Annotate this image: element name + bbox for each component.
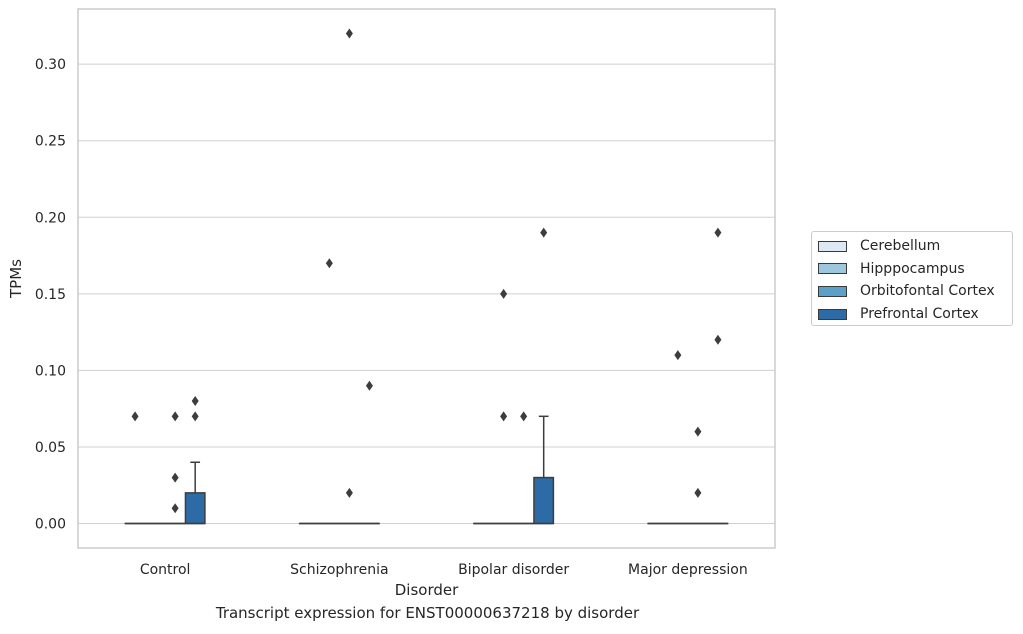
legend-swatch	[818, 263, 847, 275]
outlier-point	[694, 487, 702, 498]
legend-swatch	[818, 285, 847, 297]
y-tick-label: 0.00	[35, 517, 66, 533]
outlier-point	[674, 350, 682, 361]
box	[184, 492, 206, 525]
legend-swatch	[818, 240, 847, 252]
y-tick-label: 0.25	[35, 134, 66, 150]
legend-label: Hipppocampus	[860, 260, 965, 277]
legend-label: Cerebellum	[860, 238, 941, 255]
outlier-point	[520, 411, 528, 422]
outlier-point	[500, 411, 508, 422]
outlier-point	[131, 411, 139, 422]
outlier-point	[500, 288, 508, 299]
x-tick-label: Bipolar disorder	[458, 562, 569, 578]
x-tick-label: Major depression	[628, 562, 748, 578]
box	[533, 476, 555, 525]
x-tick-label: Control	[140, 562, 191, 578]
y-axis-label: TPMs	[7, 259, 25, 299]
outlier-point	[171, 472, 179, 483]
legend-item: Hipppocampus	[818, 258, 1012, 281]
y-tick-label: 0.20	[35, 210, 66, 226]
legend-item: Cerebellum	[818, 235, 1012, 258]
outlier-point	[191, 396, 199, 406]
outlier-point	[191, 411, 199, 422]
outlier-point	[345, 487, 353, 498]
outlier-point	[325, 258, 333, 269]
y-tick-label: 0.05	[35, 440, 66, 456]
y-tick-label: 0.10	[35, 363, 66, 379]
outlier-point	[714, 334, 722, 345]
outlier-point	[694, 426, 702, 437]
legend-item: Orbitofontal Cortex	[818, 280, 1012, 303]
legend-label: Prefrontal Cortex	[860, 306, 979, 323]
outlier-point	[714, 227, 722, 238]
figure-caption: Transcript expression for ENST0000063721…	[215, 604, 640, 622]
y-tick-label: 0.30	[35, 57, 66, 73]
plot-frame	[77, 8, 776, 549]
x-axis-label: Disorder	[395, 581, 459, 599]
legend: Cerebellum Hipppocampus Orbitofontal Corte…	[811, 231, 1013, 326]
outlier-point	[365, 380, 373, 391]
x-tick-label: Schizophrenia	[290, 562, 388, 578]
outlier-point	[171, 503, 179, 514]
legend-swatch	[818, 308, 847, 320]
outlier-point	[540, 227, 548, 238]
outlier-point	[345, 28, 353, 39]
legend-label: Orbitofontal Cortex	[860, 283, 995, 300]
outlier-point	[171, 411, 179, 422]
legend-item: Prefrontal Cortex	[818, 303, 1012, 326]
y-tick-label: 0.15	[35, 287, 66, 303]
